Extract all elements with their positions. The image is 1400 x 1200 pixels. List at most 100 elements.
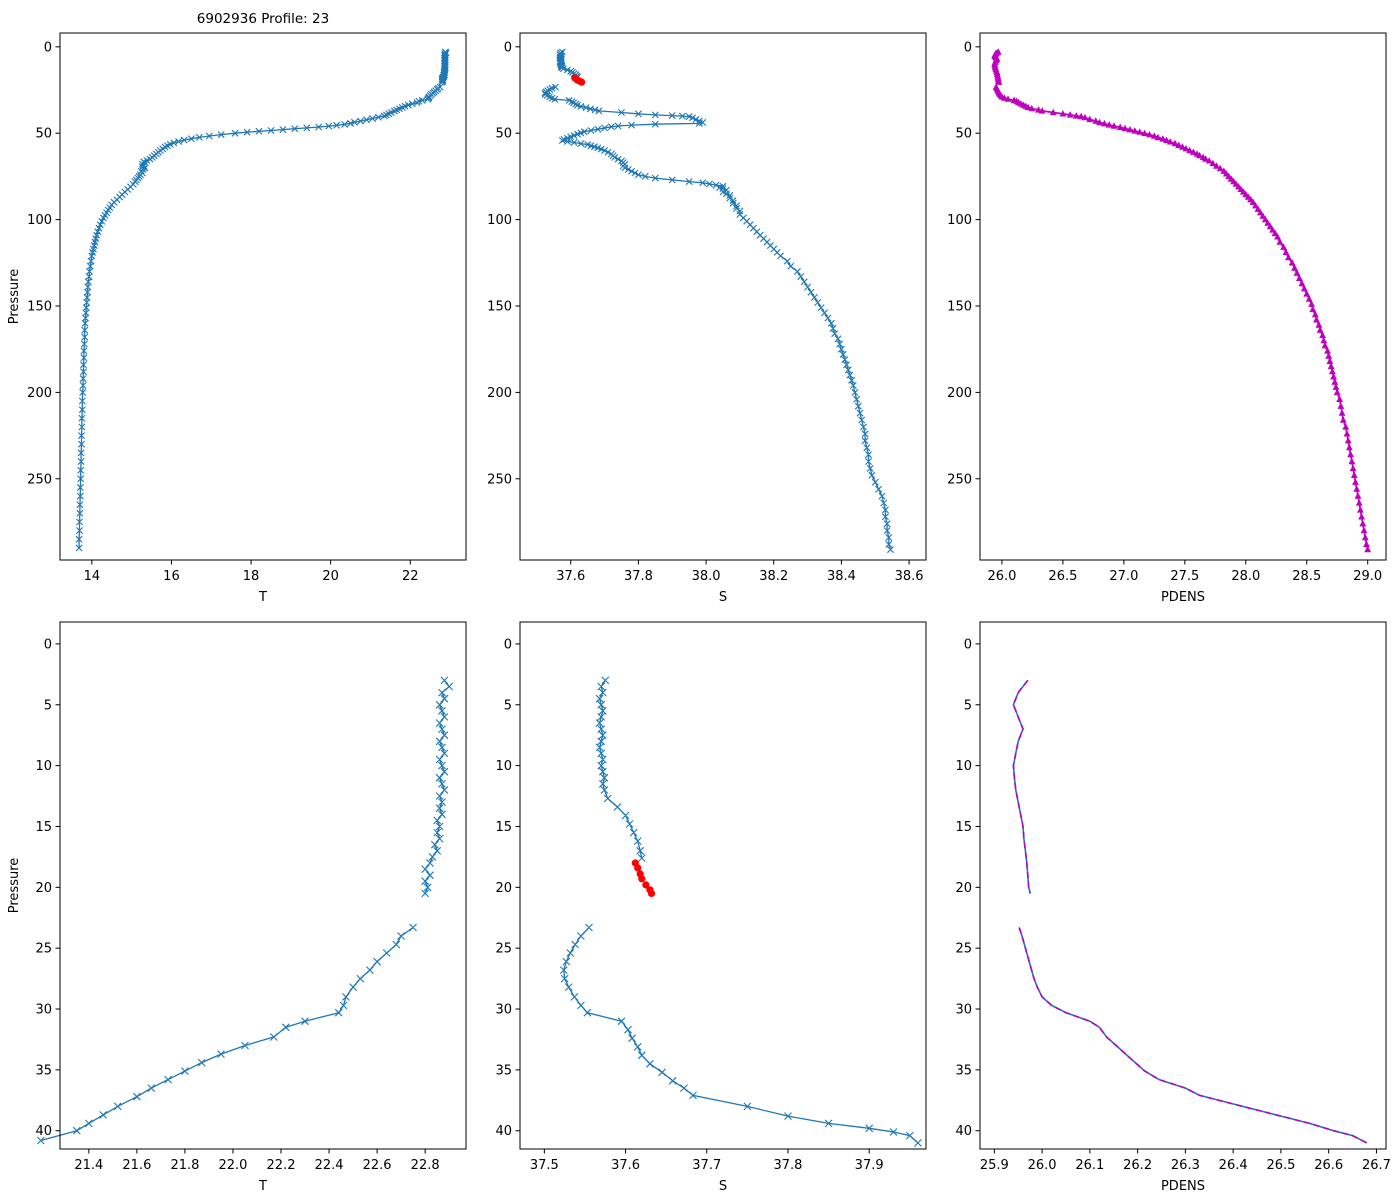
x-tick-label: 26.5 — [1266, 1158, 1295, 1173]
series-salinity_flagged-markers — [571, 74, 586, 86]
x-axis-label: PDENS — [1161, 590, 1205, 605]
y-tick-label: 50 — [495, 127, 512, 142]
y-tick-label: 200 — [947, 386, 972, 401]
axes-background — [520, 33, 926, 560]
x-axis-label: S — [719, 1179, 727, 1194]
x-axis-label: T — [258, 1179, 267, 1194]
y-tick-label: 20 — [495, 881, 512, 896]
subplot-s-full: 37.6 37.8 38.0 38.2 38.4 38.6 0 50 100 150 200 250 S — [487, 32, 927, 605]
y-tick-label: 30 — [495, 1003, 512, 1018]
y-tick-label: 100 — [27, 213, 52, 228]
y-tick-label: 25 — [495, 942, 512, 957]
y-tick-label: 0 — [964, 637, 972, 652]
y-tick-label: 10 — [495, 759, 512, 774]
x-tick-label: 38.2 — [759, 569, 788, 584]
y-tick-label: 5 — [504, 698, 512, 713]
y-tick-label: 15 — [35, 820, 52, 835]
axes-background — [520, 622, 926, 1149]
x-tick-label: 28.0 — [1231, 569, 1260, 584]
x-tick-label: 16 — [163, 569, 180, 584]
x-tick-label: 37.8 — [773, 1158, 802, 1173]
x-tick-label: 38.0 — [692, 569, 721, 584]
axes-frame — [979, 621, 1387, 1150]
x-tick-label: 22 — [402, 569, 419, 584]
series-salinity-markers — [541, 48, 894, 554]
y-tick-label: 0 — [504, 637, 512, 652]
x-tick-label: 18 — [243, 569, 260, 584]
x-tick-label: 27.5 — [1170, 569, 1199, 584]
subplot-t-zoom: 21.4 21.6 21.8 22.0 22.2 22.4 22.6 22.8 0 5 10 15 20… — [7, 621, 467, 1194]
y-tick-label: 0 — [44, 637, 52, 652]
x-tick-label: 26.3 — [1171, 1158, 1200, 1173]
axes-frame — [519, 32, 927, 561]
x-tick-label: 27.0 — [1109, 569, 1138, 584]
x-tick-label: 26.0 — [1028, 1158, 1057, 1173]
y-tick-label: 150 — [487, 300, 512, 315]
x-tick-label: 37.8 — [624, 569, 653, 584]
y-tick-label: 0 — [964, 40, 972, 55]
y-tick-label: 10 — [955, 759, 972, 774]
axes-background — [60, 33, 466, 560]
y-tick-label: 250 — [27, 472, 52, 487]
y-tick-label: 40 — [35, 1124, 52, 1139]
x-axis-label: PDENS — [1161, 1179, 1205, 1194]
y-axis-label: Pressure — [7, 858, 22, 914]
x-tick-label: 20 — [322, 569, 339, 584]
subplot-s-zoom: 37.5 37.6 37.7 37.8 37.9 0 5 10 15 20 25 30 35 40 S — [495, 621, 927, 1194]
x-tick-label: 22.4 — [315, 1158, 344, 1173]
y-tick-label: 250 — [487, 472, 512, 487]
x-tick-label: 29.0 — [1353, 569, 1382, 584]
y-tick-label: 35 — [35, 1063, 52, 1078]
y-tick-label: 30 — [955, 1003, 972, 1018]
x-tick-label: 26.5 — [1048, 569, 1077, 584]
y-tick-label: 15 — [955, 820, 972, 835]
series-pdens-markers — [991, 48, 1372, 553]
y-tick-label: 40 — [495, 1124, 512, 1139]
y-tick-label: 20 — [955, 881, 972, 896]
x-tick-label: 26.1 — [1075, 1158, 1104, 1173]
y-tick-label: 100 — [947, 213, 972, 228]
x-tick-label: 37.6 — [611, 1158, 640, 1173]
x-tick-label: 22.2 — [267, 1158, 296, 1173]
x-tick-label: 25.9 — [980, 1158, 1009, 1173]
subplot-t-full: 14 16 18 20 22 0 50 100 150 200 250 T Pressure 690293… — [7, 11, 467, 605]
y-tick-label: 25 — [955, 942, 972, 957]
subplot-pdens-full: 26.0 26.5 27.0 27.5 28.0 28.5 29.0 0 50 100 150 200… — [947, 32, 1387, 605]
x-tick-label: 37.9 — [855, 1158, 884, 1173]
y-tick-label: 15 — [495, 820, 512, 835]
axes-frame — [59, 621, 467, 1150]
x-tick-label: 38.6 — [895, 569, 924, 584]
axes-background — [980, 622, 1386, 1149]
x-tick-label: 38.4 — [827, 569, 856, 584]
x-tick-label: 26.4 — [1219, 1158, 1248, 1173]
y-tick-label: 5 — [44, 698, 52, 713]
x-tick-label: 14 — [84, 569, 101, 584]
x-tick-label: 26.7 — [1362, 1158, 1391, 1173]
x-tick-label: 21.6 — [122, 1158, 151, 1173]
y-tick-label: 35 — [495, 1063, 512, 1078]
y-tick-label: 0 — [44, 40, 52, 55]
figure-title: 6902936 Profile: 23 — [197, 11, 329, 27]
x-tick-label: 22.8 — [411, 1158, 440, 1173]
series-salinity_flagged-markers — [631, 859, 656, 897]
axes-frame — [979, 32, 1387, 561]
x-tick-label: 21.4 — [74, 1158, 103, 1173]
x-tick-label: 26.0 — [987, 569, 1016, 584]
y-tick-label: 5 — [964, 698, 972, 713]
y-tick-label: 150 — [27, 300, 52, 315]
y-tick-label: 50 — [35, 127, 52, 142]
y-tick-label: 200 — [487, 386, 512, 401]
y-axis-label: Pressure — [7, 269, 22, 325]
series-temperature-markers — [36, 676, 454, 1145]
x-tick-label: 37.7 — [692, 1158, 721, 1173]
y-tick-label: 0 — [504, 40, 512, 55]
subplot-pdens-zoom: 25.9 26.0 26.1 26.2 26.3 26.4 26.5 26.6 26.7 0 5 10… — [955, 621, 1391, 1194]
x-tick-label: 21.8 — [170, 1158, 199, 1173]
y-tick-label: 30 — [35, 1003, 52, 1018]
y-tick-label: 10 — [35, 759, 52, 774]
x-tick-label: 22.6 — [363, 1158, 392, 1173]
y-tick-label: 25 — [35, 942, 52, 957]
y-tick-label: 250 — [947, 472, 972, 487]
axes-frame — [519, 621, 927, 1150]
